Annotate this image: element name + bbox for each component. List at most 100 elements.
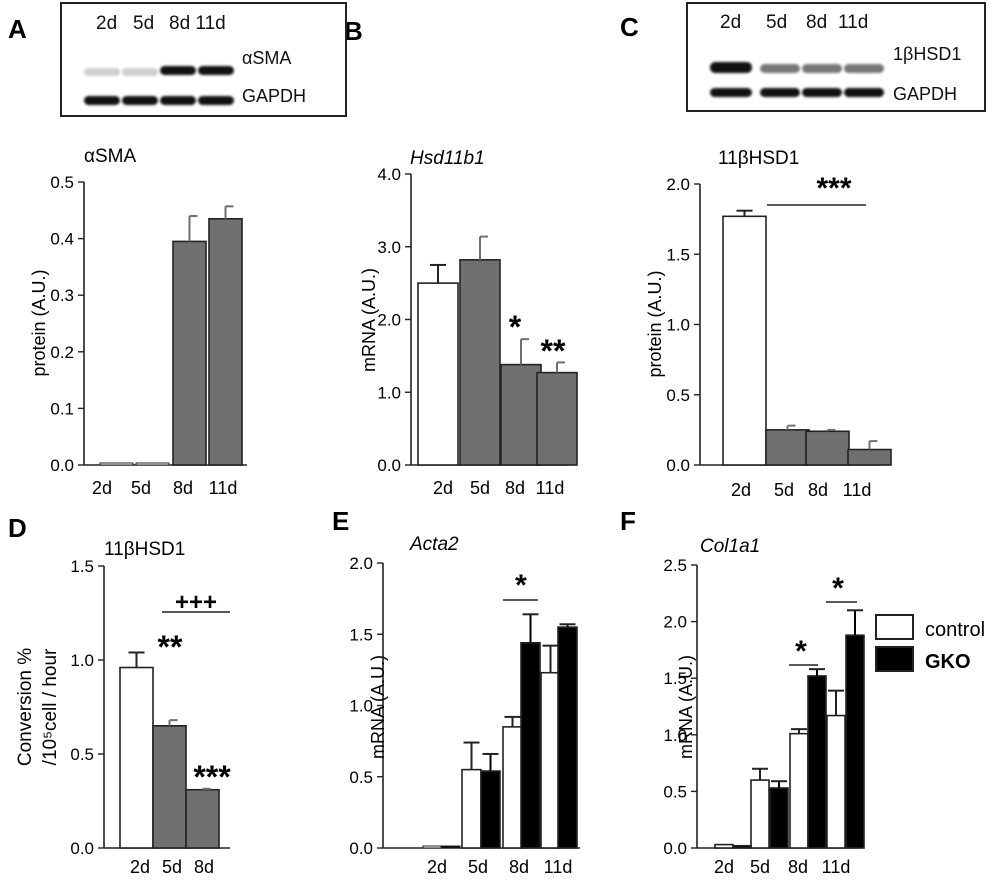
blot-a-lane: 5d bbox=[133, 13, 155, 34]
y-tick-label: 0.1 bbox=[50, 399, 74, 418]
panel-letter: B bbox=[344, 16, 363, 46]
bar bbox=[119, 666, 154, 849]
significance-marker: ** bbox=[541, 333, 566, 369]
y-tick-label: 1.0 bbox=[377, 383, 401, 402]
legend-swatch bbox=[875, 646, 914, 672]
x-tick-label: 5d bbox=[774, 480, 794, 500]
band bbox=[844, 64, 884, 73]
panel-letter: E bbox=[332, 506, 349, 536]
y-tick-label: 4.0 bbox=[377, 165, 401, 184]
y-tick-label: 0.5 bbox=[349, 768, 373, 787]
bar bbox=[722, 215, 767, 466]
significance-marker: * bbox=[795, 635, 807, 668]
blot-a: 2d 5d 8d 11d αSMA GAPDH bbox=[60, 2, 347, 117]
x-tick-label: 11d bbox=[209, 478, 238, 498]
bar bbox=[502, 726, 523, 849]
x-tick-label: 5d bbox=[470, 478, 490, 498]
legend-label: GKO bbox=[925, 651, 971, 673]
band bbox=[802, 88, 842, 97]
y-axis-label: protein (A.U.) bbox=[29, 269, 49, 376]
band bbox=[198, 66, 234, 75]
significance-marker: * bbox=[515, 569, 527, 602]
y-axis-label: Conversion % bbox=[15, 648, 36, 766]
significance-marker: +++ bbox=[175, 589, 217, 616]
x-tick-label: 8d bbox=[194, 857, 214, 877]
y-tick-label: 0.0 bbox=[50, 456, 74, 475]
band bbox=[710, 88, 752, 97]
y-tick-label: 1.5 bbox=[663, 669, 687, 688]
significance-marker: *** bbox=[193, 759, 231, 795]
x-tick-label: 11d bbox=[544, 857, 573, 877]
y-tick-label: 0.5 bbox=[50, 173, 74, 192]
y-tick-label: 0.0 bbox=[666, 456, 690, 475]
blot-a-lane: 8d 11d bbox=[169, 13, 226, 34]
y-tick-label: 0.0 bbox=[377, 456, 401, 475]
x-tick-label: 2d bbox=[731, 480, 751, 500]
y-tick-label: 1.5 bbox=[666, 245, 690, 264]
band bbox=[760, 88, 800, 97]
blot-c-lane: 2d bbox=[720, 12, 742, 33]
blot-a-lane: 2d bbox=[96, 13, 118, 34]
y-tick-label: 1.0 bbox=[663, 726, 687, 745]
y-tick-label: 2.0 bbox=[666, 175, 690, 194]
bar bbox=[185, 788, 220, 849]
y-tick-label: 0.0 bbox=[663, 839, 687, 858]
x-tick-label: 5d bbox=[131, 478, 151, 498]
y-tick-label: 0.2 bbox=[50, 343, 74, 362]
bar bbox=[99, 462, 134, 466]
bar bbox=[417, 282, 459, 466]
bar bbox=[732, 844, 752, 849]
legend-label: control bbox=[925, 619, 985, 641]
band bbox=[84, 96, 120, 105]
bar bbox=[172, 240, 207, 466]
bar bbox=[847, 448, 892, 466]
y-tick-label: 2.0 bbox=[349, 554, 373, 573]
blot-a-protein: GAPDH bbox=[242, 86, 307, 106]
significance-marker: *** bbox=[816, 172, 851, 205]
chart-title: Hsd11b1 bbox=[410, 148, 485, 169]
y-axis-label: protein (A.U.) bbox=[645, 270, 665, 377]
bar bbox=[461, 768, 482, 849]
bar bbox=[845, 634, 865, 849]
y-tick-label: 0.5 bbox=[666, 386, 690, 405]
band bbox=[122, 96, 158, 105]
x-tick-label: 11d bbox=[843, 480, 872, 500]
bar bbox=[805, 430, 850, 466]
legend-swatch bbox=[875, 614, 914, 640]
blot-c-lane: 11d bbox=[838, 12, 869, 33]
y-axis-label: mRNA (A.U.) bbox=[676, 655, 696, 759]
x-tick-label: 8d bbox=[509, 857, 529, 877]
y-axis-label: mRNA (A.U.) bbox=[359, 268, 379, 372]
band bbox=[160, 66, 196, 75]
y-tick-label: 2.5 bbox=[663, 556, 687, 575]
band bbox=[844, 88, 884, 97]
bar bbox=[765, 429, 810, 466]
band bbox=[122, 68, 158, 76]
bar bbox=[440, 845, 461, 849]
significance-marker: ** bbox=[158, 629, 183, 665]
significance-marker: * bbox=[832, 572, 844, 605]
bar bbox=[422, 845, 443, 849]
bar bbox=[135, 462, 170, 466]
y-tick-label: 0.3 bbox=[50, 286, 74, 305]
blot-c-protein: GAPDH bbox=[893, 84, 958, 104]
panel-letter: C bbox=[620, 12, 639, 42]
bar bbox=[769, 787, 789, 849]
x-tick-label: 2d bbox=[427, 857, 447, 877]
panel-letter: F bbox=[620, 506, 636, 536]
bar bbox=[500, 363, 542, 466]
bar bbox=[557, 626, 578, 849]
x-tick-label: 8d bbox=[505, 478, 525, 498]
y-tick-label: 0.5 bbox=[663, 782, 687, 801]
x-tick-label: 2d bbox=[714, 857, 734, 877]
y-tick-label: 0.0 bbox=[349, 839, 373, 858]
x-tick-label: 8d bbox=[808, 480, 828, 500]
chart-title: 11βHSD1 bbox=[104, 539, 185, 560]
y-tick-label: 2.0 bbox=[663, 613, 687, 632]
chart-title: 11βHSD1 bbox=[718, 148, 799, 169]
bar bbox=[540, 671, 561, 849]
x-tick-label: 5d bbox=[468, 857, 488, 877]
y-tick-label: 1.5 bbox=[70, 557, 94, 576]
chart-title: Col1a1 bbox=[700, 536, 760, 557]
